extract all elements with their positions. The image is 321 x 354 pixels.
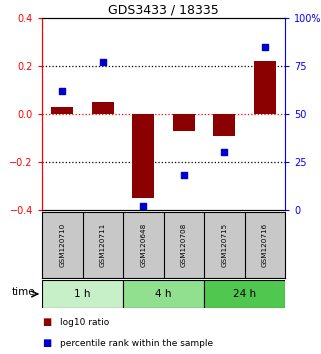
Text: GSM120711: GSM120711 <box>100 223 106 267</box>
Point <box>181 173 186 178</box>
Text: log10 ratio: log10 ratio <box>60 318 109 327</box>
Bar <box>204 280 285 308</box>
Bar <box>91 102 114 114</box>
Bar <box>254 61 276 114</box>
Text: 24 h: 24 h <box>233 289 256 299</box>
Text: GSM120710: GSM120710 <box>59 223 65 267</box>
Bar <box>132 114 154 198</box>
Bar <box>42 280 123 308</box>
Text: percentile rank within the sample: percentile rank within the sample <box>60 339 213 348</box>
Text: GSM120715: GSM120715 <box>221 223 227 267</box>
Text: 1 h: 1 h <box>74 289 91 299</box>
Point <box>222 150 227 155</box>
Bar <box>123 280 204 308</box>
Point <box>262 44 267 50</box>
Bar <box>173 114 195 131</box>
Text: ■: ■ <box>42 317 51 327</box>
Point <box>60 88 65 94</box>
Point <box>100 59 105 65</box>
Point <box>141 203 146 209</box>
Text: GSM120708: GSM120708 <box>181 223 187 267</box>
Title: GDS3433 / 18335: GDS3433 / 18335 <box>108 4 219 17</box>
Text: ■: ■ <box>42 338 51 348</box>
Text: GSM120716: GSM120716 <box>262 223 268 267</box>
Text: 4 h: 4 h <box>155 289 172 299</box>
Text: GSM120648: GSM120648 <box>140 223 146 267</box>
Bar <box>51 107 74 114</box>
Text: time: time <box>12 287 36 297</box>
Bar <box>213 114 235 136</box>
